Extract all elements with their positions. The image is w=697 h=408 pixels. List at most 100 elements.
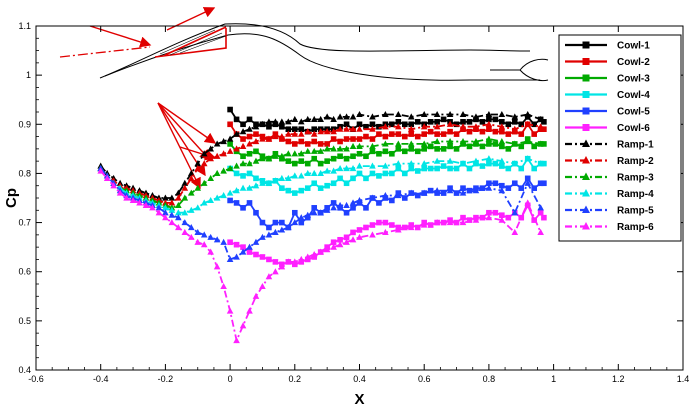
data-point bbox=[220, 282, 227, 290]
data-point bbox=[279, 123, 285, 130]
data-point bbox=[356, 233, 363, 240]
inlet-red-wedge bbox=[154, 26, 227, 58]
data-point bbox=[356, 150, 363, 157]
data-point bbox=[317, 185, 324, 191]
data-point bbox=[207, 145, 214, 152]
data-point bbox=[272, 118, 279, 125]
data-point bbox=[395, 165, 402, 172]
data-point bbox=[472, 123, 480, 130]
data-point bbox=[207, 233, 214, 240]
data-point bbox=[240, 121, 246, 128]
data-point bbox=[537, 160, 544, 167]
data-point bbox=[285, 130, 292, 137]
data-point bbox=[226, 135, 234, 142]
data-point bbox=[376, 200, 382, 206]
data-point bbox=[427, 119, 434, 125]
legend-marker bbox=[582, 222, 590, 230]
data-point bbox=[194, 238, 202, 245]
data-point bbox=[181, 209, 189, 216]
data-point bbox=[116, 189, 124, 196]
data-point bbox=[408, 121, 415, 128]
legend-label: Ramp-1 bbox=[617, 140, 654, 151]
data-point bbox=[511, 160, 519, 167]
data-point bbox=[459, 219, 467, 226]
data-point bbox=[310, 130, 318, 137]
data-point bbox=[434, 119, 440, 125]
data-point bbox=[187, 189, 195, 196]
data-point bbox=[278, 174, 286, 181]
data-point bbox=[446, 137, 454, 145]
data-point bbox=[382, 192, 389, 199]
data-point bbox=[298, 219, 305, 226]
data-point bbox=[511, 140, 519, 147]
data-point bbox=[498, 187, 506, 194]
data-point bbox=[492, 116, 499, 123]
data-point bbox=[252, 292, 260, 299]
data-point bbox=[407, 223, 415, 231]
data-point bbox=[285, 150, 292, 157]
data-point bbox=[414, 192, 421, 199]
data-point bbox=[194, 160, 202, 167]
data-point bbox=[498, 157, 506, 164]
data-point bbox=[486, 160, 492, 167]
data-point bbox=[187, 223, 195, 231]
data-point bbox=[285, 223, 292, 231]
data-point bbox=[239, 160, 247, 167]
legend-marker bbox=[582, 139, 590, 147]
data-point bbox=[485, 214, 493, 221]
red-arrow bbox=[179, 146, 217, 161]
data-point bbox=[395, 123, 402, 130]
legend-marker bbox=[582, 58, 590, 65]
x-tick-label: -0.6 bbox=[28, 374, 44, 384]
data-point bbox=[420, 140, 428, 147]
data-point bbox=[349, 113, 357, 120]
x-tick-label: 1 bbox=[551, 374, 556, 384]
data-point bbox=[492, 141, 499, 147]
data-point bbox=[200, 179, 208, 186]
data-point bbox=[343, 209, 350, 216]
data-point bbox=[259, 135, 266, 142]
data-point bbox=[518, 131, 525, 137]
data-point bbox=[311, 155, 318, 162]
data-point bbox=[363, 153, 369, 160]
data-point bbox=[252, 182, 260, 189]
data-point bbox=[297, 255, 305, 263]
legend: Cowl-1 Cowl-2 Cowl-3 Cowl-4 Cowl-5 Cowl-6 Ramp… bbox=[558, 34, 682, 242]
data-point bbox=[194, 204, 202, 211]
data-point bbox=[336, 201, 344, 208]
data-point bbox=[420, 160, 428, 167]
data-point bbox=[382, 133, 389, 140]
data-point bbox=[511, 113, 519, 120]
data-point bbox=[382, 123, 389, 130]
data-point bbox=[259, 179, 266, 186]
data-point bbox=[252, 157, 260, 164]
y-tick-label: 0.4 bbox=[18, 365, 31, 375]
data-point bbox=[239, 248, 247, 255]
data-point bbox=[531, 121, 537, 128]
data-point bbox=[246, 170, 253, 177]
data-point bbox=[311, 138, 318, 145]
data-point bbox=[324, 182, 330, 189]
data-point bbox=[194, 165, 202, 172]
data-point bbox=[459, 123, 467, 130]
data-point bbox=[414, 168, 421, 174]
data-point bbox=[239, 322, 247, 329]
data-point bbox=[297, 130, 305, 137]
data-point bbox=[175, 201, 182, 208]
data-point bbox=[479, 128, 486, 135]
data-point bbox=[226, 307, 234, 314]
y-tick-label: 0.6 bbox=[18, 267, 31, 277]
data-point bbox=[330, 115, 337, 122]
data-point bbox=[233, 170, 240, 177]
legend-entry: Ramp-1 bbox=[565, 139, 654, 151]
data-point bbox=[343, 180, 350, 187]
data-point bbox=[343, 125, 350, 132]
data-point bbox=[408, 165, 415, 172]
data-point bbox=[395, 119, 402, 125]
data-point bbox=[330, 128, 337, 135]
data-point bbox=[395, 140, 402, 147]
data-point bbox=[304, 141, 311, 147]
data-point bbox=[376, 173, 382, 179]
data-point bbox=[337, 138, 343, 145]
data-point bbox=[427, 222, 434, 228]
